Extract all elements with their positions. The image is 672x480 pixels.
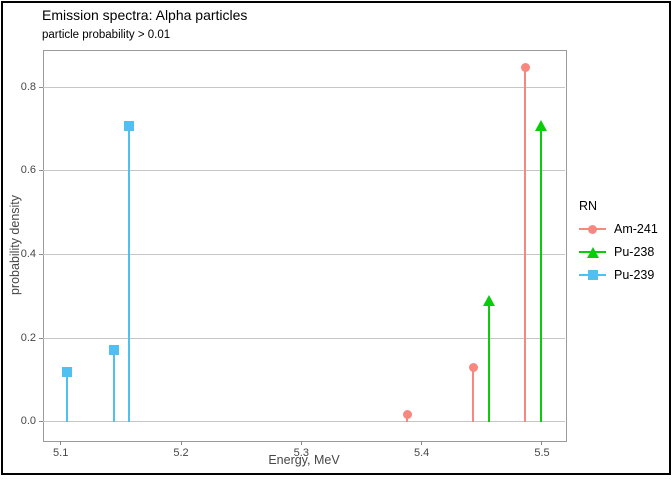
- stem-Pu-238: [539, 125, 542, 422]
- y-tick-label: 0.6: [20, 164, 36, 177]
- legend-key-square-icon: [579, 268, 606, 282]
- y-axis-title: probability density: [8, 194, 22, 296]
- y-tick-label: 0.4: [20, 248, 36, 261]
- y-gridline: [43, 337, 565, 339]
- stem-Pu-239: [128, 125, 131, 422]
- stem-Pu-239: [65, 372, 68, 422]
- y-gridline: [43, 254, 565, 256]
- x-tick-label: 5.1: [53, 446, 69, 459]
- legend-marker-square-icon: [587, 270, 598, 280]
- x-tick-mark: [541, 440, 543, 445]
- chart-subtitle: particle probability > 0.01: [42, 29, 171, 41]
- chart-title: Emission spectra: Alpha particles: [42, 7, 248, 23]
- x-tick-mark: [60, 440, 62, 445]
- marker-circle-Am-241: [468, 362, 478, 372]
- stem-Am-241: [472, 367, 475, 422]
- y-gridline: [43, 421, 565, 423]
- y-tick-mark: [39, 170, 43, 172]
- marker-circle-Am-241: [402, 410, 412, 420]
- marker-triangle-Pu-238: [534, 119, 547, 131]
- x-tick-mark: [180, 440, 182, 445]
- y-tick-label: 0.0: [20, 415, 36, 428]
- x-tick-mark: [300, 440, 302, 445]
- legend-label: Pu-239: [614, 268, 655, 282]
- x-axis-title: Energy, MeV: [268, 453, 340, 467]
- legend-marker-circle-icon: [588, 224, 597, 234]
- marker-square-Pu-239: [61, 367, 72, 378]
- y-tick-mark: [39, 254, 43, 256]
- marker-square-Pu-239: [108, 345, 119, 356]
- legend: RN Am-241 Pu-238 Pu-239: [579, 199, 658, 291]
- marker-square-Pu-239: [124, 120, 135, 131]
- legend-key-circle-icon: [579, 222, 606, 236]
- legend-item-Pu-238: Pu-238: [579, 245, 658, 259]
- legend-item-Pu-239: Pu-239: [579, 268, 658, 282]
- y-tick-label: 0.2: [20, 331, 36, 344]
- marker-circle-Am-241: [520, 62, 530, 72]
- legend-item-Am-241: Am-241: [579, 222, 658, 236]
- y-gridline: [43, 86, 565, 88]
- y-tick-label: 0.8: [20, 80, 36, 93]
- x-tick-mark: [421, 440, 423, 445]
- legend-marker-triangle-icon: [586, 246, 599, 258]
- stem-Pu-238: [488, 300, 491, 422]
- stem-Am-241: [524, 67, 527, 422]
- x-tick-label: 5.2: [173, 446, 189, 459]
- legend-title: RN: [579, 199, 598, 213]
- stem-Pu-239: [112, 350, 115, 422]
- legend-key-triangle-icon: [579, 245, 606, 259]
- x-tick-label: 5.5: [534, 446, 550, 459]
- y-tick-mark: [39, 337, 43, 339]
- marker-triangle-Pu-238: [483, 295, 496, 307]
- y-tick-mark: [39, 86, 43, 88]
- legend-label: Pu-238: [614, 245, 655, 259]
- x-tick-label: 5.4: [414, 446, 430, 459]
- legend-label: Am-241: [614, 222, 658, 236]
- x-tick-label: 5.3: [293, 446, 309, 459]
- y-tick-mark: [39, 421, 43, 423]
- y-gridline: [43, 170, 565, 172]
